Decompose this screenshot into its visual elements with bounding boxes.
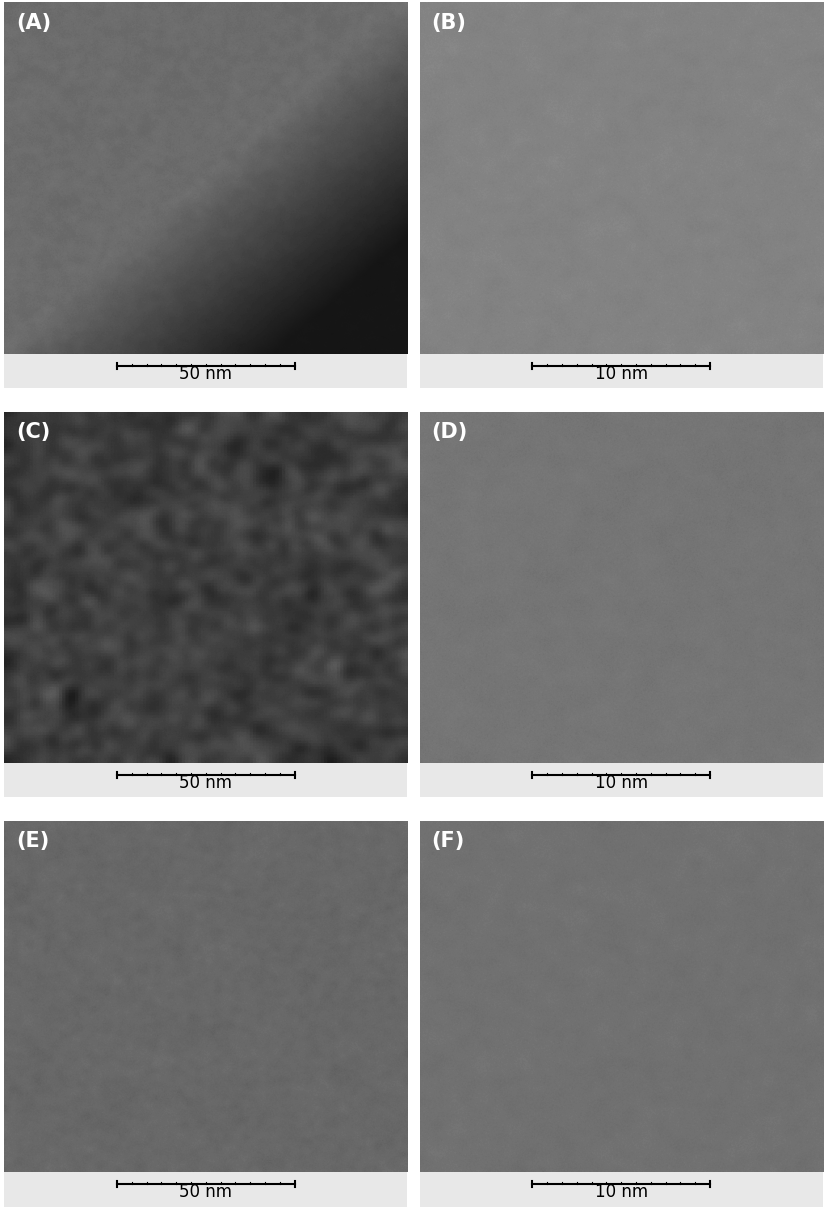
Text: 50 nm: 50 nm	[179, 365, 232, 383]
Text: (E): (E)	[17, 831, 50, 851]
Text: (B): (B)	[432, 13, 466, 33]
Text: 10 nm: 10 nm	[595, 1184, 648, 1202]
Text: 50 nm: 50 nm	[179, 774, 232, 792]
Text: (F): (F)	[432, 831, 465, 851]
Text: (D): (D)	[432, 422, 468, 442]
Text: 10 nm: 10 nm	[595, 774, 648, 792]
Text: (C): (C)	[17, 422, 50, 442]
Text: (A): (A)	[17, 13, 51, 33]
Text: 10 nm: 10 nm	[595, 365, 648, 383]
Text: 50 nm: 50 nm	[179, 1184, 232, 1202]
